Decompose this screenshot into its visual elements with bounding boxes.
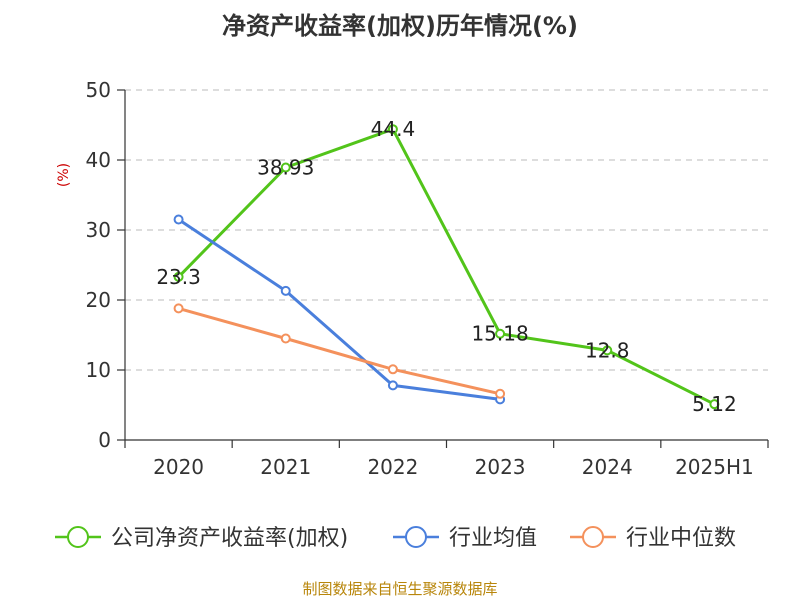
data-point[interactable]	[173, 303, 184, 314]
legend-item[interactable]: 行业中位数	[570, 526, 736, 551]
legend-label: 公司净资产收益率(加权)	[111, 526, 348, 551]
data-point[interactable]	[387, 364, 398, 375]
y-tick-label: 50	[86, 78, 111, 102]
x-tick-label: 2021	[260, 455, 311, 479]
y-tick-label: 30	[86, 218, 111, 242]
x-tick-label: 2020	[153, 455, 204, 479]
data-label: 44.4	[371, 117, 416, 141]
axes: 0 10 20 30 40 50 2020 2021 2022 2023 2024 2025H1 (%)	[56, 78, 769, 479]
series-line	[177, 218, 501, 401]
data-point[interactable]	[387, 380, 398, 391]
data-point[interactable]	[280, 285, 291, 296]
data-label: 23.3	[156, 265, 201, 289]
data-labels: 23.3 38.93 44.4 15.18 12.8 5.12	[156, 117, 736, 416]
legend-marker	[405, 526, 427, 548]
data-label: 38.93	[257, 155, 314, 179]
legend-marker	[582, 526, 604, 548]
x-tick-label: 2024	[582, 455, 633, 479]
data-point[interactable]	[709, 399, 720, 410]
y-tick-label: 20	[86, 288, 111, 312]
source-note: 制图数据来自恒生聚源数据库	[302, 580, 498, 598]
data-label: 12.8	[585, 338, 630, 362]
y-tick-label: 10	[86, 358, 111, 382]
series-line	[178, 306, 501, 396]
data-point[interactable]	[495, 388, 506, 399]
data-point[interactable]	[280, 333, 291, 344]
data-label: 5.12	[692, 392, 737, 416]
legend-marker	[67, 526, 89, 548]
data-label: 15.18	[471, 322, 528, 346]
y-axis-label: (%)	[56, 163, 72, 187]
legend-label: 行业均值	[449, 526, 537, 551]
x-tick-label: 2022	[367, 455, 418, 479]
data-point[interactable]	[280, 162, 291, 173]
data-point[interactable]	[173, 214, 184, 225]
x-tick-label: 2023	[475, 455, 526, 479]
series-group	[173, 124, 720, 410]
legend-item[interactable]: 公司净资产收益率(加权)	[55, 526, 348, 551]
x-tick-label: 2025H1	[675, 455, 754, 479]
data-point[interactable]	[495, 328, 506, 339]
legend-item[interactable]: 行业均值	[393, 526, 537, 551]
y-tick-label: 0	[98, 428, 111, 452]
data-point[interactable]	[602, 345, 613, 356]
legend[interactable]: 公司净资产收益率(加权) 行业均值 行业中位数	[55, 526, 736, 551]
legend-label: 行业中位数	[626, 526, 736, 551]
series-line	[177, 127, 716, 406]
y-tick-label: 40	[86, 148, 111, 172]
data-point[interactable]	[173, 271, 184, 282]
chart-title: 净资产收益率(加权)历年情况(%)	[222, 12, 578, 40]
data-point[interactable]	[387, 124, 398, 135]
